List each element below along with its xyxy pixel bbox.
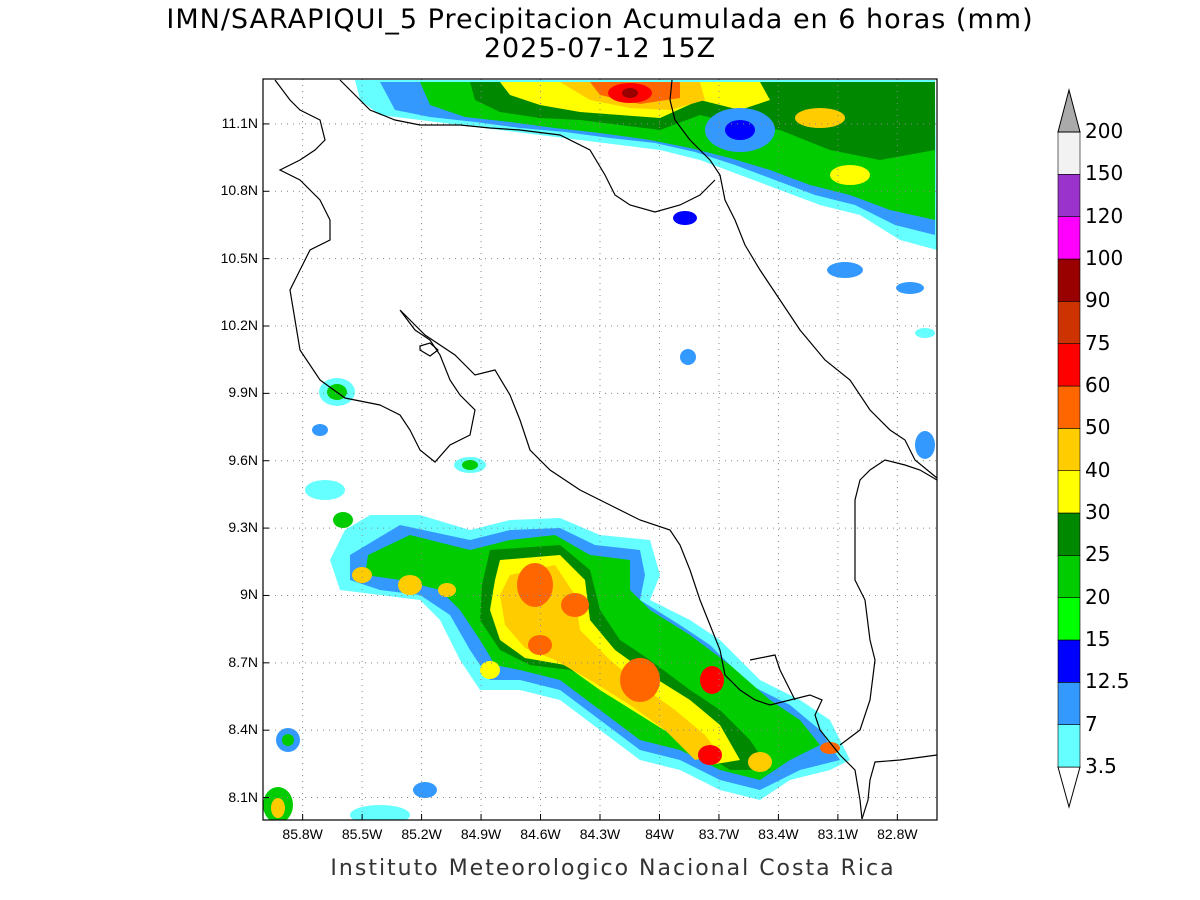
lon-tick-label: 83.7W	[698, 826, 740, 842]
lon-tick-label: 83.1W	[817, 826, 859, 842]
lat-tick-label: 8.1N	[228, 788, 258, 805]
coastlines-borders	[274, 79, 938, 820]
colorbar-label: 50	[1085, 415, 1111, 440]
lon-tick-label: 85.8W	[282, 826, 323, 842]
chart-subtitle-date: 2025-07-12 15Z	[483, 33, 717, 64]
colorbar-upper-arrow	[1057, 88, 1081, 133]
lat-tick-label: 10.2N	[220, 317, 258, 333]
colorbar-label: 30	[1085, 500, 1111, 524]
lon-tick-label: 85.5W	[341, 826, 383, 842]
colorbar-label: 7	[1085, 711, 1098, 736]
chart-title: IMN/SARAPIQUI_5 Precipitacion Acumulada …	[166, 4, 1034, 35]
colorbar-box	[1057, 428, 1081, 471]
axis-ticks	[263, 123, 898, 820]
precipitation-fields	[263, 80, 937, 820]
colorbar-label: 25	[1085, 542, 1111, 567]
colorbar-box	[1057, 174, 1081, 217]
lon-tick-label: 84.3W	[579, 826, 621, 842]
lon-tick-label: 85.2W	[401, 826, 442, 842]
colorbar-label: 12.5	[1085, 669, 1130, 694]
colorbar-label: 150	[1085, 161, 1124, 186]
colorbar-box	[1057, 639, 1081, 683]
lat-tick-label: 8.7N	[228, 653, 258, 670]
colorbar-box	[1057, 512, 1081, 556]
colorbar-label: 75	[1085, 330, 1111, 355]
lat-tick-label: 9.3N	[228, 519, 258, 536]
colorbar-label: 120	[1085, 203, 1124, 228]
colorbar-label: 100	[1085, 246, 1124, 270]
lon-tick-label: 82.8W	[877, 826, 918, 842]
colorbar-label: 3.5	[1085, 754, 1117, 778]
lat-tick-label: 10.5N	[220, 249, 258, 266]
colorbar-box	[1057, 131, 1081, 175]
colorbar-label: 90	[1085, 288, 1111, 313]
lat-tick-label: 9.9N	[228, 384, 258, 401]
colorbar-box	[1057, 470, 1081, 514]
colorbar-box	[1057, 724, 1081, 768]
colorbar-label: 20	[1085, 584, 1111, 609]
lat-tick-label: 10.8N	[220, 182, 258, 199]
footer-institution: Instituto Meteorologico Nacional Costa R…	[330, 856, 896, 881]
colorbar-box	[1057, 343, 1081, 387]
colorbar-box	[1057, 216, 1081, 260]
precip-area-south-pacific	[330, 515, 850, 800]
precip-area-scattered	[263, 328, 935, 820]
colorbar-lower-arrow	[1057, 766, 1081, 809]
lon-tick-label: 84.6W	[520, 826, 561, 842]
grid-lines	[263, 79, 937, 820]
lat-tick-label: 9N	[240, 586, 258, 603]
lon-tick-label: 84W	[645, 826, 674, 842]
colorbar-box	[1057, 301, 1081, 344]
lat-tick-label: 11.1N	[221, 114, 258, 131]
lat-tick-label: 8.4N	[228, 721, 258, 738]
colorbar-box	[1057, 555, 1081, 598]
colorbar-label: 60	[1085, 373, 1111, 397]
precip-area-north	[355, 80, 937, 365]
colorbar-box	[1057, 682, 1081, 725]
lat-tick-label: 9.6N	[228, 451, 258, 468]
colorbar-box	[1057, 597, 1081, 641]
lon-tick-label: 83.4W	[758, 826, 799, 842]
lon-tick-label: 84.9W	[460, 826, 502, 842]
colorbar-box	[1057, 258, 1081, 302]
colorbar-boxes	[1057, 88, 1081, 809]
colorbar-label: 15	[1085, 627, 1111, 651]
colorbar-label: 200	[1085, 119, 1124, 143]
colorbar-label: 40	[1085, 457, 1111, 482]
colorbar-box	[1057, 385, 1081, 429]
